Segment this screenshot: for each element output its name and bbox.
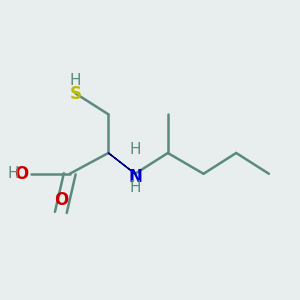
Text: O: O [14,165,28,183]
Text: H: H [8,166,19,181]
Text: H: H [70,73,81,88]
Text: H: H [129,142,141,158]
Text: N: N [128,168,142,186]
Text: H: H [129,180,141,195]
Polygon shape [108,153,135,174]
Text: S: S [70,85,82,103]
Text: O: O [54,191,68,209]
